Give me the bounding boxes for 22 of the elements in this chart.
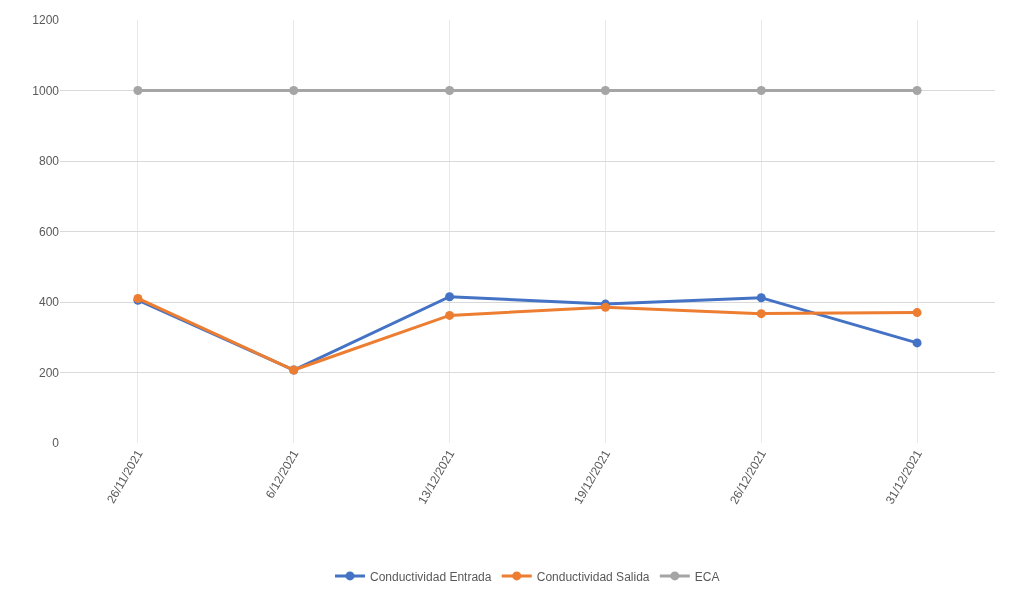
point xyxy=(600,86,610,95)
point xyxy=(912,86,922,95)
point xyxy=(445,292,455,302)
y-tick-label: 1200 xyxy=(32,13,60,28)
point xyxy=(133,86,143,95)
y-tick-label: 0 xyxy=(52,436,60,451)
y-tick-label: 200 xyxy=(38,365,60,380)
y-tick-label: 600 xyxy=(38,224,60,239)
point xyxy=(912,308,922,318)
point xyxy=(912,338,922,348)
y-tick-label: 800 xyxy=(38,154,60,169)
point xyxy=(756,86,766,95)
point xyxy=(445,86,455,95)
y-tick-label: 1000 xyxy=(32,83,60,98)
legend-label: ECA xyxy=(694,569,720,584)
legend-label: Conductividad Salida xyxy=(536,569,650,584)
y-tick-label: 400 xyxy=(38,295,60,310)
point xyxy=(756,309,766,319)
point xyxy=(445,310,455,320)
point xyxy=(289,86,299,95)
legend-label: Conductividad Entrada xyxy=(370,569,492,584)
point xyxy=(756,293,766,303)
